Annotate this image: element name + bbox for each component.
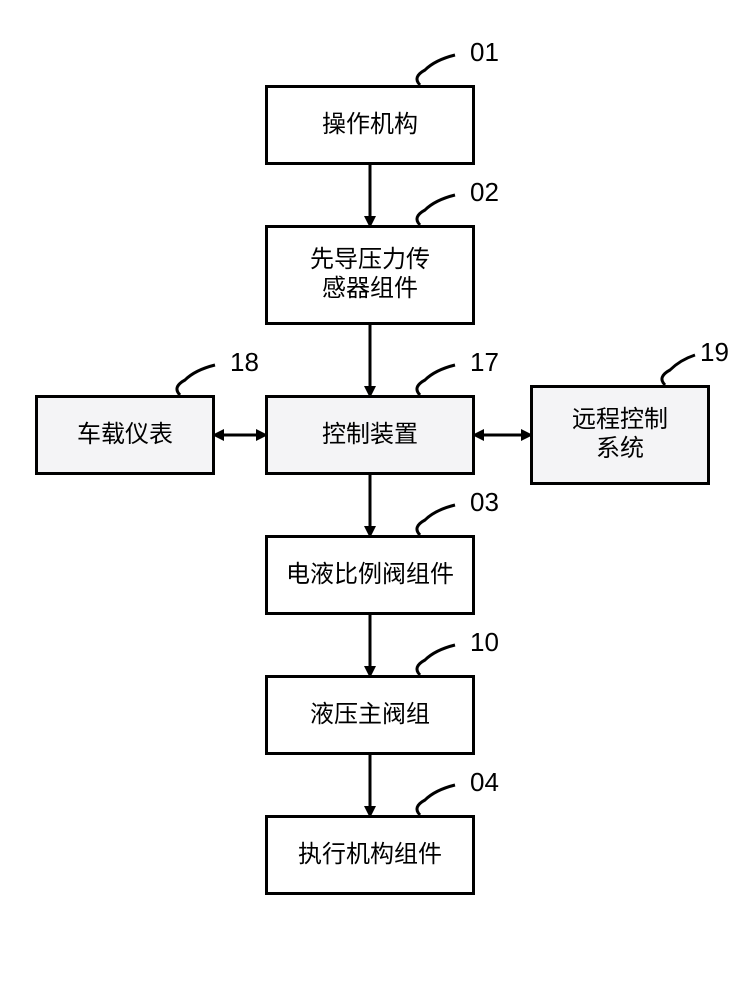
flow-node-label: 远程控制系统 xyxy=(572,406,668,464)
flow-node-label: 先导压力传感器组件 xyxy=(310,246,430,304)
callout-label: 18 xyxy=(230,347,259,377)
callout-hook xyxy=(417,785,455,815)
callout-hook xyxy=(417,645,455,675)
callout-hook xyxy=(662,355,695,385)
callout-label: 10 xyxy=(470,627,499,657)
flow-node-actuator-assembly: 执行机构组件 xyxy=(265,815,475,895)
flow-node-pilot-pressure-sensor: 先导压力传感器组件 xyxy=(265,225,475,325)
flow-node-label: 执行机构组件 xyxy=(298,841,442,870)
flow-node-control-device: 控制装置 xyxy=(265,395,475,475)
flow-node-ehp-valve-assembly: 电液比例阀组件 xyxy=(265,535,475,615)
callout-hook xyxy=(417,365,455,395)
callout-label: 01 xyxy=(470,37,499,67)
flow-node-hydraulic-main-valve-group: 液压主阀组 xyxy=(265,675,475,755)
flow-node-label: 电液比例阀组件 xyxy=(286,561,454,590)
callout-hook xyxy=(417,195,455,225)
callout-label: 04 xyxy=(470,767,499,797)
callout-label: 03 xyxy=(470,487,499,517)
flow-node-operating-mechanism: 操作机构 xyxy=(265,85,475,165)
flow-node-label: 操作机构 xyxy=(322,111,418,140)
callout-label: 19 xyxy=(700,337,729,367)
callout-hook xyxy=(417,505,455,535)
flow-node-remote-control-system: 远程控制系统 xyxy=(530,385,710,485)
callout-hook xyxy=(177,365,215,395)
flow-node-vehicle-instrument: 车载仪表 xyxy=(35,395,215,475)
callout-label: 17 xyxy=(470,347,499,377)
callout-hook xyxy=(417,55,455,85)
callout-label: 02 xyxy=(470,177,499,207)
flow-node-label: 液压主阀组 xyxy=(310,701,430,730)
flow-node-label: 控制装置 xyxy=(322,421,418,450)
flow-node-label: 车载仪表 xyxy=(77,421,173,450)
